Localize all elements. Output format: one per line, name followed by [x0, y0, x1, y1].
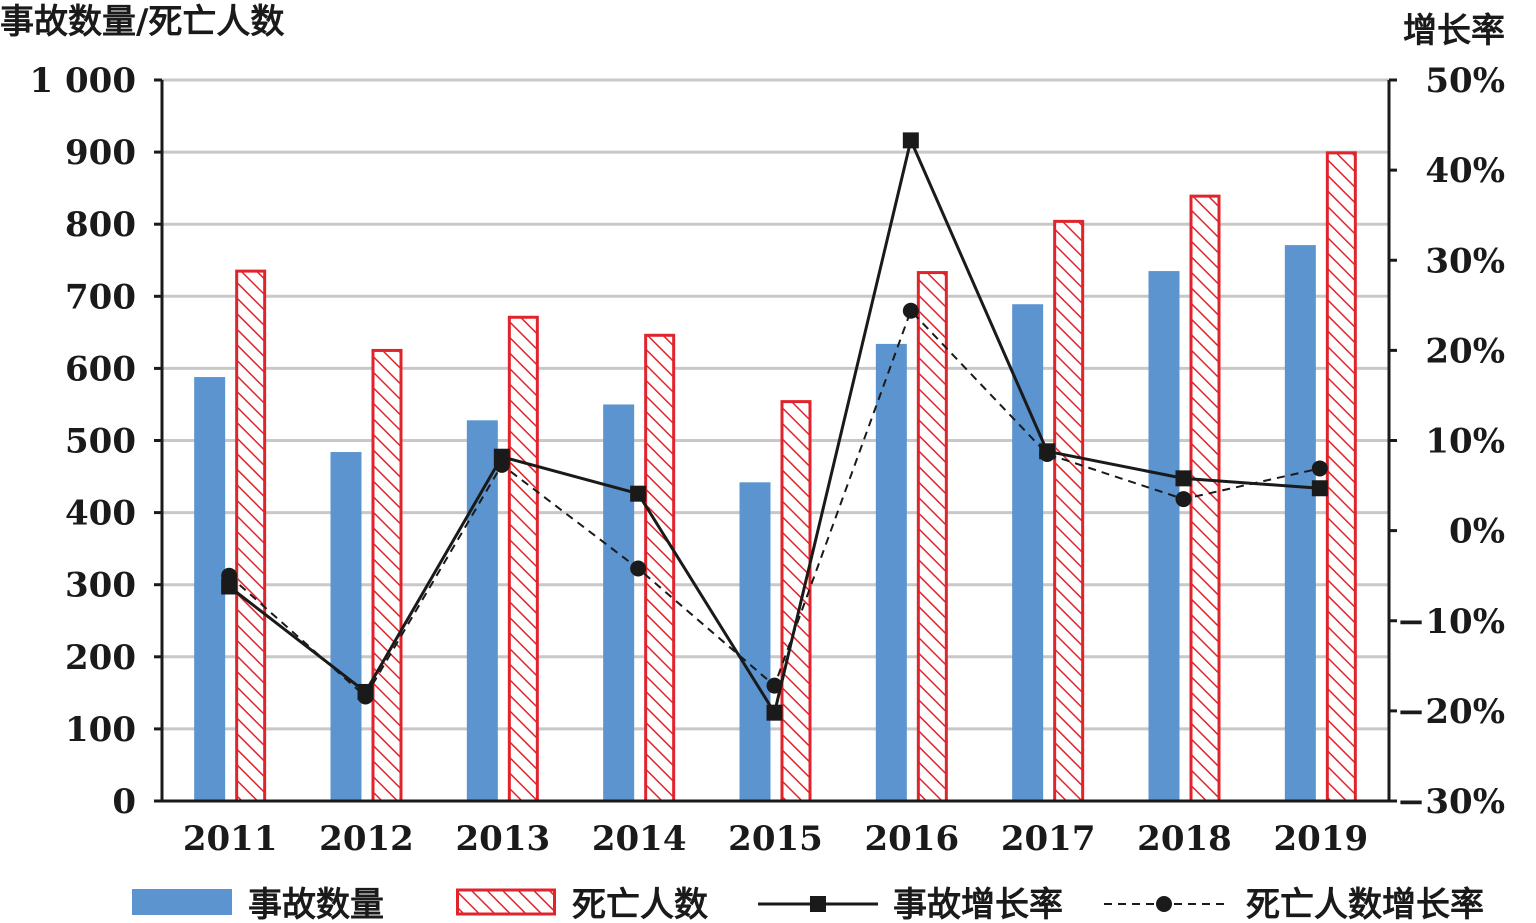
bar-1-2017 [1053, 219, 1085, 803]
right-y-tick-label: −10% [1397, 602, 1505, 642]
left-axis-title: 事故数量/死亡人数 [0, 2, 284, 42]
bar-0-2017 [1012, 304, 1044, 801]
right-y-tick-label: 10% [1425, 422, 1505, 462]
left-y-tick-label: 700 [65, 277, 136, 317]
marker-square-2019 [1311, 480, 1328, 497]
left-y-tick-label: 0 [112, 782, 136, 822]
legend: 事故数量 死亡人数 事故增长率 死亡人数增长率 [132, 885, 1484, 923]
x-tick-label: 2018 [1137, 819, 1232, 859]
x-tick-label: 2011 [183, 819, 278, 859]
legend-marker-3 [1156, 896, 1172, 912]
bar-0-2019 [1284, 245, 1316, 801]
axes [154, 78, 1397, 803]
marker-square-2014 [630, 485, 647, 502]
marker-circle-2019 [1311, 460, 1328, 477]
bar-0-2016 [875, 343, 907, 801]
x-tick-label: 2016 [865, 819, 960, 859]
right-y-tick-label: 40% [1425, 151, 1505, 191]
bar-1-2011 [235, 269, 267, 803]
marker-circle-2015 [766, 677, 783, 694]
left-y-tick-label: 500 [65, 422, 136, 462]
legend-label-1: 死亡人数 [572, 885, 708, 923]
marker-circle-2017 [1039, 446, 1056, 463]
left-y-tick-label: 300 [65, 566, 136, 606]
bar-layer [194, 151, 1357, 803]
line-layer [221, 132, 1328, 721]
marker-circle-2014 [630, 560, 647, 577]
marker-circle-2012 [357, 688, 374, 705]
right-axis-title: 增长率 [1403, 11, 1505, 51]
left-y-tick-label: 900 [65, 133, 136, 173]
bar-0-2014 [603, 404, 635, 801]
marker-circle-2018 [1175, 491, 1192, 508]
marker-circle-2011 [221, 567, 238, 584]
x-tick-label: 2012 [319, 819, 414, 859]
right-y-tick-label: −30% [1397, 782, 1505, 822]
x-tick-label: 2019 [1274, 819, 1369, 859]
bar-0-2015 [739, 482, 771, 801]
right-y-tick-label: −20% [1397, 692, 1505, 732]
bar-0-2018 [1148, 271, 1180, 801]
legend-label-2: 事故增长率 [893, 885, 1063, 923]
gridlines [162, 78, 1389, 731]
left-y-tick-label: 200 [65, 638, 136, 678]
bar-1-2016 [916, 271, 948, 803]
right-y-tick-label: 30% [1425, 241, 1505, 281]
left-y-tick-label: 100 [65, 710, 136, 750]
legend-label-3: 死亡人数增长率 [1246, 885, 1484, 923]
bar-1-2012 [371, 348, 403, 803]
legend-marker-2 [810, 896, 826, 912]
x-tick-label: 2017 [1001, 819, 1096, 859]
right-y-tick-label: 20% [1425, 331, 1505, 371]
bar-1-2014 [644, 333, 676, 803]
left-y-tick-label: 800 [65, 205, 136, 245]
marker-circle-2013 [493, 456, 510, 473]
marker-circle-2016 [902, 302, 919, 319]
left-y-tick-label: 1 000 [30, 61, 136, 101]
x-tick-label: 2013 [456, 819, 551, 859]
tick-labels: 0 100 200 300 400 500 600 700 800 900 1 000 −30% −20… [30, 61, 1505, 859]
legend-label-0: 事故数量 [248, 885, 384, 923]
x-tick-label: 2014 [592, 819, 687, 859]
marker-square-2018 [1175, 470, 1192, 487]
right-y-tick-label: 50% [1425, 61, 1505, 101]
bar-1-2019 [1325, 151, 1357, 803]
x-tick-label: 2015 [728, 819, 823, 859]
legend-swatch-1 [456, 888, 556, 916]
bar-0-2013 [466, 420, 498, 801]
bar-1-2018 [1189, 194, 1221, 803]
marker-square-2015 [766, 704, 783, 721]
marker-square-2016 [902, 132, 919, 149]
bar-1-2013 [507, 315, 539, 803]
bar-0-2012 [330, 452, 362, 801]
left-y-tick-label: 400 [65, 494, 136, 534]
left-y-tick-label: 600 [65, 349, 136, 389]
bar-0-2011 [194, 377, 226, 801]
right-y-tick-label: 0% [1449, 512, 1505, 552]
legend-swatch-0 [132, 889, 232, 915]
bar-1-2015 [780, 400, 812, 803]
